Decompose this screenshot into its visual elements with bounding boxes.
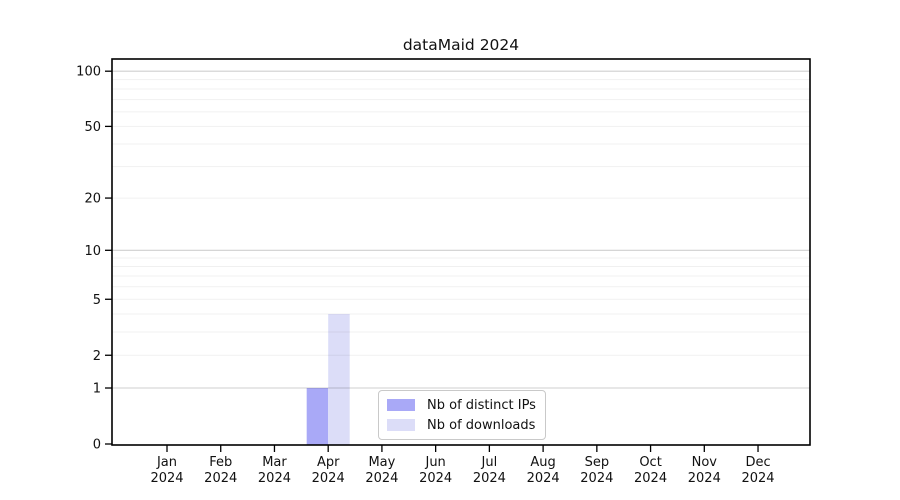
x-tick-label-year: 2024 [258,471,291,486]
x-tick-label-month: Oct [639,455,661,470]
x-tick-label-month: May [368,455,395,470]
y-tick-label: 1 [93,382,101,397]
y-tick-label: 2 [93,349,101,364]
legend-label-distinct-ips: Nb of distinct IPs [427,397,536,413]
legend-entry-downloads: Nb of downloads [387,416,536,434]
y-tick-label: 50 [84,120,101,135]
x-tick-label-year: 2024 [419,471,452,486]
x-tick-label-year: 2024 [312,471,345,486]
x-tick-label-month: Sep [585,455,610,470]
plot-frame [111,58,811,446]
x-tick-label-month: Mar [262,455,287,470]
legend-swatch-downloads [387,419,415,431]
y-tick-label: 100 [76,65,101,80]
legend-swatch-distinct-ips [387,399,415,411]
x-tick-label-year: 2024 [365,471,398,486]
x-tick-label-month: Jan [156,455,177,470]
x-tick-label-year: 2024 [580,471,613,486]
y-tick-label: 10 [84,244,101,259]
y-tick-label: 5 [93,293,101,308]
x-tick-label-year: 2024 [473,471,506,486]
x-tick-label-month: Nov [692,455,718,470]
x-tick-label-year: 2024 [204,471,237,486]
legend-label-downloads: Nb of downloads [427,417,536,433]
chart-title: dataMaid 2024 [402,36,520,54]
y-tick-label: 20 [84,192,101,207]
x-tick-label-year: 2024 [527,471,560,486]
x-tick-label-year: 2024 [741,471,774,486]
x-tick-label-month: Jun [424,455,445,470]
x-tick-label-year: 2024 [634,471,667,486]
legend-entry-distinct-ips: Nb of distinct IPs [387,396,536,414]
x-tick-label-year: 2024 [688,471,721,486]
bar-downloads-apr [328,313,350,445]
bar-distinct-ips-apr [306,388,329,445]
x-tick-label-month: Apr [317,455,340,470]
x-tick-label-month: Feb [209,455,232,470]
legend: Nb of distinct IPs Nb of downloads [378,390,546,440]
x-tick-label-month: Jul [481,455,498,470]
y-tick-label: 0 [93,438,101,453]
x-tick-label-month: Dec [745,455,770,470]
x-tick-label-month: Aug [530,455,555,470]
x-tick-label-year: 2024 [150,471,183,486]
